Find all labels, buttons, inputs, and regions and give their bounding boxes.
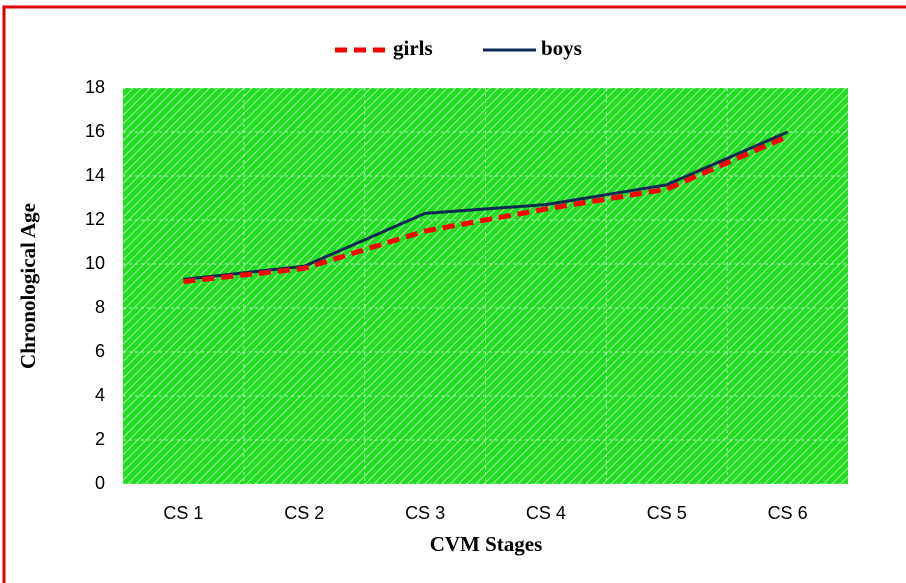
y-tick-label: 8 [95, 297, 105, 317]
y-tick-label: 4 [95, 385, 105, 405]
x-axis-title: CVM Stages [430, 532, 543, 556]
x-tick-label: CS 1 [163, 503, 203, 523]
y-tick-label: 18 [85, 77, 105, 97]
y-tick-label: 12 [85, 209, 105, 229]
y-tick-label: 10 [85, 253, 105, 273]
x-tick-label: CS 5 [647, 503, 687, 523]
frame [2, 5, 906, 583]
y-tick-label: 14 [85, 165, 105, 185]
y-tick-label: 2 [95, 429, 105, 449]
x-tick-label: CS 3 [405, 503, 445, 523]
y-tick-label: 16 [85, 121, 105, 141]
series-line [183, 134, 789, 285]
legend-label: boys [541, 36, 582, 60]
x-tick-label: CS 2 [284, 503, 324, 523]
y-tick-label: 0 [95, 473, 105, 493]
x-tick-label: CS 4 [526, 503, 566, 523]
legend-label: girls [393, 36, 433, 60]
x-tick-label: CS 6 [768, 503, 808, 523]
y-tick-label: 6 [95, 341, 105, 361]
y-axis-title: Chronological Age [16, 203, 40, 369]
